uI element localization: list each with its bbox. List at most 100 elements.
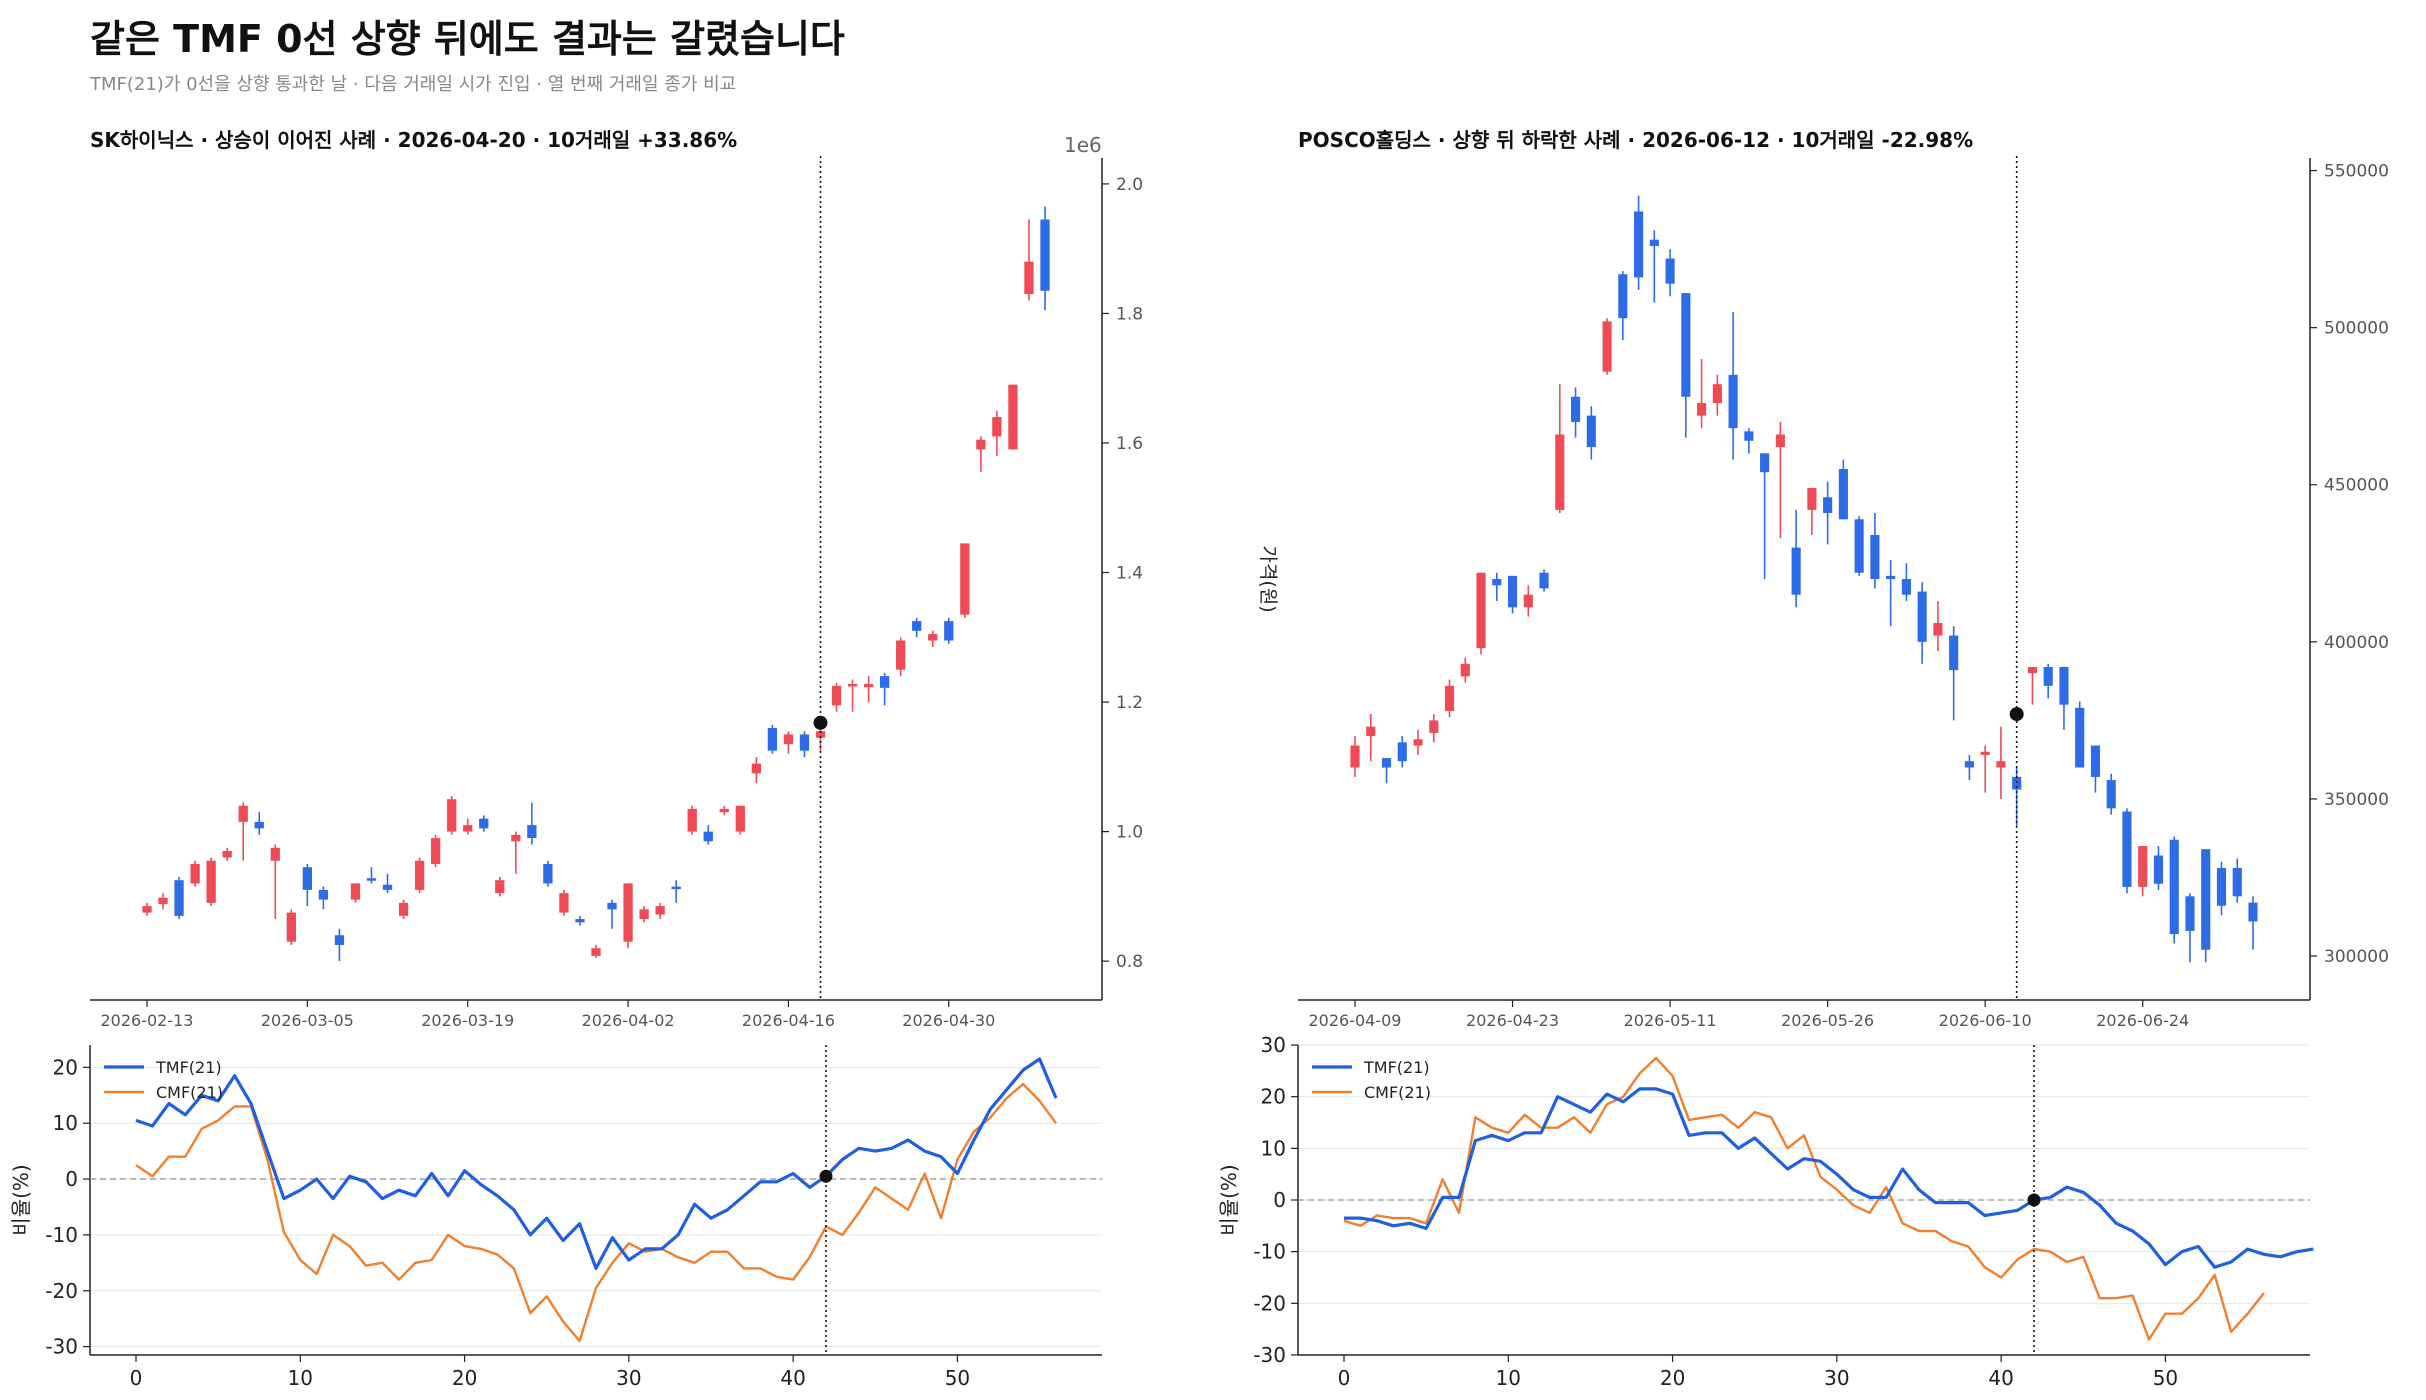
indicator-panel-2-ylabel: 비율(%) — [1217, 1164, 1241, 1235]
indicator-panel-1-ytick-label: -30 — [45, 1335, 78, 1359]
page-subtitle: TMF(21)가 0선을 상향 통과한 날 · 다음 거래일 시가 진입 · 열… — [90, 74, 737, 95]
price-panel-2-xtick-label: 2026-05-11 — [1624, 1011, 1717, 1030]
price-panel-2-xtick-label: 2026-05-26 — [1781, 1011, 1874, 1030]
price-panel-1-candle-body — [334, 935, 345, 945]
price-panel-2-candle-body — [1618, 274, 1628, 319]
price-panel-2-candle-body — [2185, 896, 2195, 931]
indicator-panel-1-ytick-label: -20 — [45, 1279, 78, 1303]
price-panel-2-candle-body — [1523, 594, 1533, 608]
price-panel-1-ytick-label: 1.4 — [1116, 564, 1143, 584]
indicator-panel-1-cmf-line — [135, 1082, 1057, 1343]
price-panel-2-candle-body — [1964, 761, 1974, 768]
price-panel-1-candle-body — [960, 543, 970, 615]
price-panel-2-candle-body — [1823, 497, 1833, 514]
indicator-panel-1-signal-marker — [819, 1169, 833, 1183]
indicator-panel-2-xtick-label: 30 — [1824, 1366, 1849, 1390]
price-panel-2-candle-body — [2248, 902, 2258, 922]
price-panel-2-candle-body — [2122, 811, 2132, 887]
price-panel-2-candle-body — [2106, 780, 2116, 809]
price-panel-2-candle-body — [1838, 469, 1848, 520]
indicator-panel-2-ytick-label: 0 — [1273, 1188, 1286, 1212]
price-panel-2-candle-body — [1854, 519, 1864, 573]
price-panel-2-candle-body — [1649, 239, 1659, 246]
price-panel-1-candle-body — [863, 683, 874, 688]
price-panel-1-ytick-label: 1.2 — [1116, 693, 1143, 713]
price-panel-1-candle-body — [687, 808, 697, 832]
price-panel-2-candle-body — [1381, 758, 1392, 768]
price-panel-2-candle-body — [2216, 868, 2227, 906]
indicator-panel-1-xtick-label: 20 — [452, 1366, 477, 1390]
price-panel-1-candle-body — [896, 640, 906, 670]
price-panel-1-candle-body — [527, 825, 537, 839]
price-panel-1-candle-body — [511, 834, 521, 842]
price-panel-2-candle-body — [1397, 742, 1407, 762]
price-panel-2-candle-body — [1901, 579, 1911, 595]
price-panel-1-candle-body — [286, 912, 296, 942]
price-panel-2-candle-body — [1602, 321, 1612, 372]
price-panel-1-candle-body — [751, 763, 762, 774]
price-panel-1-candle-body — [879, 676, 890, 688]
price-panel-2-xtick-label: 2026-04-23 — [1466, 1011, 1559, 1030]
price-panel-1-candle-body — [1040, 219, 1050, 291]
price-panel-1-candle-body — [479, 818, 489, 829]
price-panel-1-candle-body — [430, 838, 441, 864]
price-panel-1-candle-body — [703, 831, 713, 842]
indicator-panel-1-ytick-label: 20 — [53, 1055, 78, 1079]
indicator-panel-2-cmf-line — [1343, 1056, 2265, 1341]
price-panel-2-candle-body — [1476, 572, 1486, 649]
price-panel-2-ytick-label: 350000 — [2324, 790, 2389, 810]
price-panel-1-candle-body — [767, 727, 778, 751]
price-panel-2-candle-body — [2169, 839, 2179, 935]
price-panel-2-candle-body — [2201, 849, 2211, 950]
price-panel-2-ytick-label: 550000 — [2324, 162, 2389, 182]
price-panel-1-candle-body — [318, 889, 329, 900]
left-panel-title: SK하이닉스 · 상승이 이어진 사례 · 2026-04-20 · 10거래일… — [90, 128, 738, 152]
price-panel-1-candle-body — [447, 799, 457, 832]
price-panel-1-xtick-label: 2026-04-30 — [902, 1011, 995, 1030]
price-panel-1-candle-body — [382, 884, 393, 890]
price-panel-2-candle-body — [1586, 415, 1596, 448]
price-panel-2-candle-body — [2138, 846, 2148, 887]
indicator-panel-2-ytick-label: -30 — [1253, 1343, 1286, 1367]
price-panel-1-candle-body — [976, 439, 986, 450]
indicator-panel-1-legend-label: CMF(21) — [156, 1083, 223, 1102]
price-panel-2-candle-body — [1775, 434, 1785, 448]
indicator-panel-2-ytick-label: 10 — [1261, 1136, 1286, 1160]
price-panel-1-candle-body — [671, 886, 681, 890]
price-panel-2-candle-body — [1634, 211, 1644, 278]
indicator-panel-1-xtick-label: 40 — [780, 1366, 805, 1390]
price-panel-1-candle-body — [1024, 261, 1034, 295]
price-panel-2-xtick-label: 2026-06-10 — [1939, 1011, 2032, 1030]
indicator-panel-1-ytick-label: -10 — [45, 1223, 78, 1247]
price-panel-2-candle-body — [1350, 745, 1360, 768]
price-panel-2-candle-body — [1996, 761, 2006, 768]
price-panel-1-candle-body — [928, 634, 938, 641]
price-panel-2-candle-body — [1681, 293, 1691, 397]
price-panel-1-candle-body — [350, 883, 361, 900]
price-panel-2-xtick-label: 2026-04-09 — [1309, 1011, 1402, 1030]
price-panel-1-ytick-label: 0.8 — [1116, 952, 1143, 972]
price-panel-1-candle-body — [158, 897, 168, 905]
price-panel-1-candle-body — [398, 902, 409, 916]
price-panel-1-offset-label: 1e6 — [1064, 133, 1102, 157]
indicator-panel-1-xtick-label: 50 — [945, 1366, 970, 1390]
indicator-panel-1-xtick-label: 30 — [616, 1366, 641, 1390]
price-panel-1-candle-body — [414, 860, 425, 890]
indicator-panel-1-ytick-label: 0 — [65, 1167, 78, 1191]
price-panel-2-candle-body — [1728, 374, 1738, 429]
price-panel-1-candle-body — [270, 847, 280, 861]
page-title: 같은 TMF 0선 상향 뒤에도 결과는 갈렸습니다 — [90, 17, 845, 61]
indicator-panel-1-ytick-label: 10 — [53, 1111, 78, 1135]
price-panel-2-candle-body — [1886, 575, 1896, 579]
price-panel-2-candle-body — [2232, 868, 2242, 897]
indicator-panel-2-ytick-label: -20 — [1253, 1291, 1286, 1315]
price-panel-1-candle-body — [543, 863, 553, 884]
price-panel-2-candle-body — [1429, 720, 1439, 733]
indicator-panel-2-signal-marker — [2027, 1193, 2041, 1207]
price-panel-1-candle-body — [655, 906, 665, 915]
price-panel-1-candle-body — [719, 808, 729, 813]
price-panel-1-candle-body — [799, 734, 810, 751]
price-panel-2-candle-body — [1949, 635, 1959, 671]
price-panel-2-candle-body — [2027, 666, 2038, 674]
